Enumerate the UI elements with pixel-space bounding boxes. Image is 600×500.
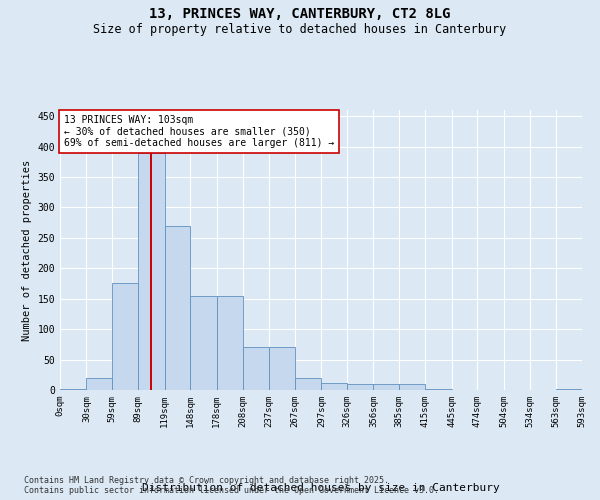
- Y-axis label: Number of detached properties: Number of detached properties: [22, 160, 32, 340]
- Bar: [139, 152, 165, 390]
- Bar: [60, 389, 86, 390]
- Bar: [322, 382, 347, 390]
- Bar: [556, 389, 582, 390]
- Bar: [399, 384, 425, 390]
- Text: 13 PRINCES WAY: 103sqm
← 30% of detached houses are smaller (350)
69% of semi-de: 13 PRINCES WAY: 103sqm ← 30% of detached…: [64, 115, 334, 148]
- Bar: [190, 296, 217, 390]
- Bar: [347, 384, 373, 390]
- Bar: [165, 226, 190, 390]
- Bar: [295, 378, 322, 390]
- Bar: [269, 348, 295, 390]
- Text: Contains HM Land Registry data © Crown copyright and database right 2025.
Contai: Contains HM Land Registry data © Crown c…: [24, 476, 439, 495]
- Bar: [243, 348, 269, 390]
- Bar: [86, 378, 112, 390]
- X-axis label: Distribution of detached houses by size in Canterbury: Distribution of detached houses by size …: [142, 482, 500, 492]
- Bar: [425, 389, 452, 390]
- Bar: [112, 284, 139, 390]
- Text: 13, PRINCES WAY, CANTERBURY, CT2 8LG: 13, PRINCES WAY, CANTERBURY, CT2 8LG: [149, 8, 451, 22]
- Bar: [217, 296, 243, 390]
- Text: Size of property relative to detached houses in Canterbury: Size of property relative to detached ho…: [94, 22, 506, 36]
- Bar: [373, 384, 399, 390]
